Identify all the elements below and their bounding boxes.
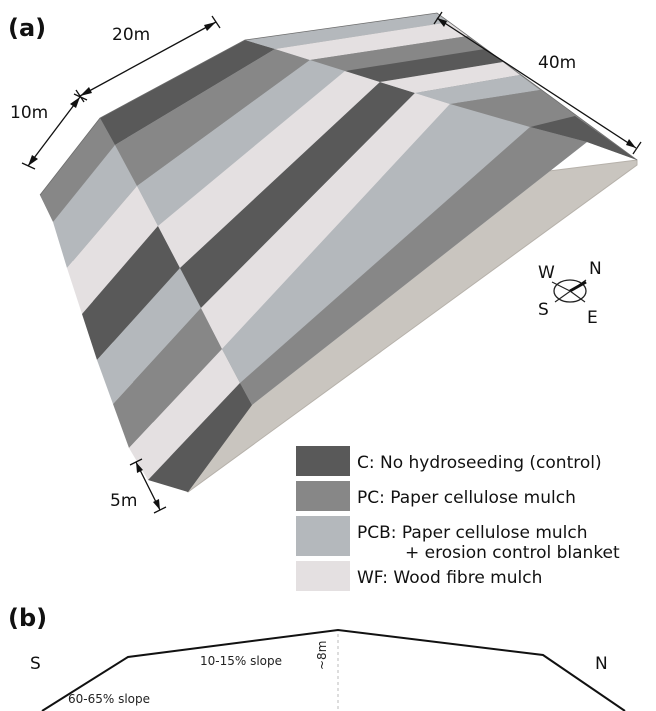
right-strip-7 bbox=[450, 90, 575, 127]
compass-west: W bbox=[538, 263, 555, 283]
dimension-5m: 5m bbox=[110, 458, 167, 514]
compass-south: S bbox=[538, 300, 549, 320]
profile-section: S N 10-15% slope 60-65% slope ~8m bbox=[30, 628, 626, 711]
left-strip-3 bbox=[67, 186, 158, 314]
compass-east: E bbox=[587, 308, 598, 328]
profile-line bbox=[41, 628, 626, 711]
panel-b-label: (b) bbox=[8, 604, 47, 632]
dimension-10m: 10m bbox=[10, 93, 88, 170]
legend-swatch-wf bbox=[296, 561, 350, 591]
legend-label-pcb: PCB: Paper cellulose mulch bbox=[357, 523, 588, 543]
height-label: ~8m bbox=[315, 641, 329, 670]
legend-label-wf: WF: Wood fibre mulch bbox=[357, 568, 542, 588]
legend-swatch-c bbox=[296, 446, 350, 476]
right-strip-4 bbox=[345, 49, 503, 82]
left-strip-8 bbox=[148, 383, 252, 492]
left-strip-7 bbox=[129, 349, 240, 480]
legend-label-c: C: No hydroseeding (control) bbox=[357, 453, 602, 473]
top-strip-5 bbox=[180, 82, 415, 308]
left-strip-2 bbox=[53, 145, 137, 268]
top-strip-7 bbox=[222, 104, 530, 383]
dim-40m-label: 40m bbox=[538, 53, 576, 73]
dim-5m-label: 5m bbox=[110, 491, 137, 511]
right-strip-6 bbox=[415, 75, 540, 104]
legend-swatch-pcb bbox=[296, 516, 350, 556]
dimension-40m: 40m bbox=[433, 11, 642, 155]
panel-a-label: (a) bbox=[8, 14, 46, 42]
left-strip-4 bbox=[82, 226, 180, 360]
top-strip-6 bbox=[201, 93, 450, 349]
left-strip-6 bbox=[113, 308, 222, 448]
dim-20m-label: 20m bbox=[112, 25, 150, 45]
left-strip-5 bbox=[97, 268, 201, 404]
top-slope-label: 10-15% slope bbox=[200, 654, 282, 668]
top-strip-8 bbox=[240, 127, 587, 405]
right-strip-3 bbox=[310, 36, 485, 71]
legend-label-pc: PC: Paper cellulose mulch bbox=[357, 488, 576, 508]
embankment-diagram bbox=[39, 12, 638, 493]
compass-rose: W N S E bbox=[538, 259, 602, 328]
top-strip-4 bbox=[158, 71, 380, 268]
top-strip-1 bbox=[100, 40, 275, 145]
profile-south-label: S bbox=[30, 654, 41, 674]
legend: C: No hydroseeding (control) PC: Paper c… bbox=[296, 446, 620, 591]
top-strip-3 bbox=[137, 60, 345, 226]
right-strip-1 bbox=[245, 13, 450, 49]
profile-north-label: N bbox=[595, 654, 608, 674]
right-strip-2 bbox=[275, 22, 468, 60]
legend-label-pcb-line2: + erosion control blanket bbox=[405, 543, 620, 563]
side-slope-label: 60-65% slope bbox=[68, 692, 150, 706]
top-strip-2 bbox=[115, 49, 310, 186]
left-strip-1 bbox=[40, 118, 115, 222]
dim-10m-label: 10m bbox=[10, 103, 48, 123]
dimension-20m: 20m bbox=[75, 15, 221, 103]
right-strip-5 bbox=[380, 62, 520, 93]
right-strip-8 bbox=[530, 116, 637, 160]
legend-swatch-pc bbox=[296, 481, 350, 511]
compass-north: N bbox=[589, 259, 602, 279]
